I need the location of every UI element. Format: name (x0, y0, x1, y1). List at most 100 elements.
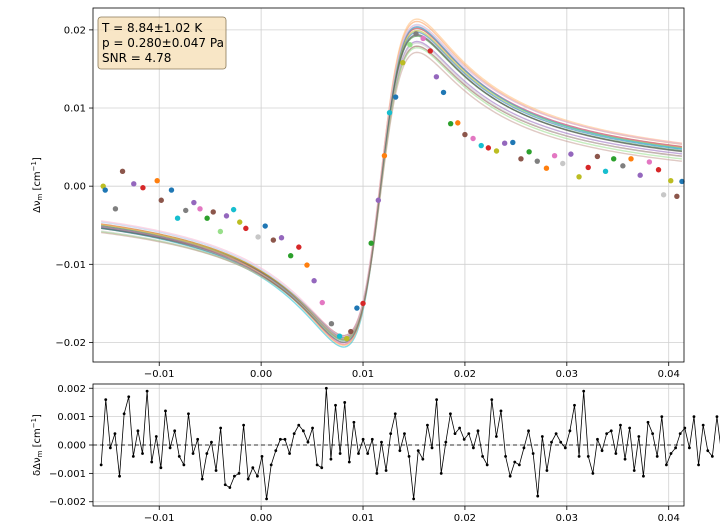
data-point (646, 159, 653, 165)
residual-point (393, 412, 397, 416)
residual-point (439, 471, 443, 475)
data-point (462, 131, 468, 138)
residual-point (573, 403, 576, 407)
data-point (348, 328, 354, 335)
residual-point (99, 463, 103, 467)
res-ylabel-post: ] (32, 414, 43, 418)
residual-point (453, 432, 457, 436)
res-y-tick-label: −0.001 (49, 469, 86, 480)
data-point (386, 110, 393, 116)
data-point (543, 165, 550, 171)
residual-point (127, 395, 131, 399)
residual-point (320, 466, 324, 470)
fit-curve (101, 24, 683, 337)
main-y-axis-label: Δνm [cm−1] (30, 157, 44, 213)
residual-point (136, 429, 140, 433)
residual-point (499, 409, 503, 413)
residual-plot-panel: −0.01 0.00 0.01 0.02 0.03 0.04 −0.002 −0.001 0.… (30, 383, 720, 523)
residual-point (366, 452, 370, 455)
data-point (210, 209, 216, 215)
residual-point (191, 452, 195, 455)
residual-point (292, 432, 296, 436)
data-point (296, 244, 302, 250)
data-point (594, 153, 601, 160)
main-plot-panel: −0.01 0.00 0.01 0.02 0.03 0.04 −0.02 −0.01 0.00… (30, 7, 685, 380)
residual-point (706, 449, 710, 453)
residual-point (283, 437, 287, 441)
residual-point (665, 463, 668, 467)
data-point (287, 253, 294, 259)
residual-point (577, 454, 581, 458)
data-point (354, 305, 360, 311)
data-point (493, 148, 500, 154)
residual-point (301, 429, 305, 433)
res-x-tick-label: 0.03 (556, 513, 578, 523)
main-y-tick-label: −0.02 (55, 338, 86, 349)
residual-point (104, 398, 108, 402)
residual-point (242, 423, 246, 427)
residual-point (177, 454, 181, 458)
residual-point (164, 409, 167, 413)
residual-point (462, 437, 466, 441)
data-point (237, 219, 243, 225)
residual-point (233, 474, 236, 478)
data-point (526, 149, 532, 155)
res-x-tick-label: 0.02 (454, 513, 476, 523)
fit-curve (101, 20, 683, 346)
residual-point (476, 429, 480, 433)
residual-point (605, 432, 609, 436)
residual-point (697, 463, 700, 467)
residual-point (591, 471, 595, 475)
residual-point (596, 437, 599, 441)
residual-point (311, 426, 314, 430)
residual-point (692, 415, 696, 419)
res-y-tick-label: 0.000 (57, 441, 86, 452)
residual-point (637, 435, 641, 438)
data-point (560, 160, 566, 167)
residual-point (154, 435, 158, 438)
residual-point (517, 463, 521, 467)
residual-point (182, 463, 186, 467)
data-point (360, 300, 366, 307)
main-axes-frame (92, 7, 685, 363)
residual-point (508, 474, 512, 478)
data-point (470, 135, 476, 142)
residual-point (168, 446, 172, 450)
main-x-tick-label: 0.04 (658, 369, 680, 380)
residual-point (141, 452, 144, 455)
data-point (140, 185, 146, 191)
data-point (602, 168, 609, 175)
fit-curve (101, 26, 683, 343)
data-point (368, 240, 374, 246)
residual-point (131, 454, 135, 458)
residual-point (582, 389, 586, 393)
data-point (344, 335, 350, 342)
residual-point (228, 486, 232, 489)
annotation-pressure: p = 0.280±0.047 Pa (102, 36, 224, 50)
data-point (447, 120, 454, 127)
residual-point (669, 452, 673, 455)
main-x-tick-label: 0.00 (250, 369, 272, 380)
main-y-ticks: −0.02 −0.01 0.00 0.01 0.02 (55, 25, 93, 349)
data-point (610, 156, 617, 162)
residual-point (678, 432, 682, 436)
data-point (576, 174, 582, 180)
data-point (158, 197, 164, 203)
residual-point (522, 446, 526, 450)
data-point (620, 163, 626, 169)
residual-y-axis-label: δΔνm [cm−1] (30, 414, 44, 476)
data-point (230, 206, 237, 213)
residual-point (173, 429, 177, 433)
residual-point (389, 432, 393, 436)
residual-point (412, 497, 416, 501)
residual-point (251, 466, 255, 470)
main-ylabel-post: ] (32, 157, 43, 161)
data-point (585, 164, 591, 171)
data-point (628, 156, 634, 162)
residual-point (398, 449, 402, 453)
residual-point (687, 446, 691, 450)
residual-point (660, 415, 664, 419)
data-point (336, 333, 343, 339)
residual-point (559, 440, 563, 444)
residual-point (554, 432, 558, 436)
